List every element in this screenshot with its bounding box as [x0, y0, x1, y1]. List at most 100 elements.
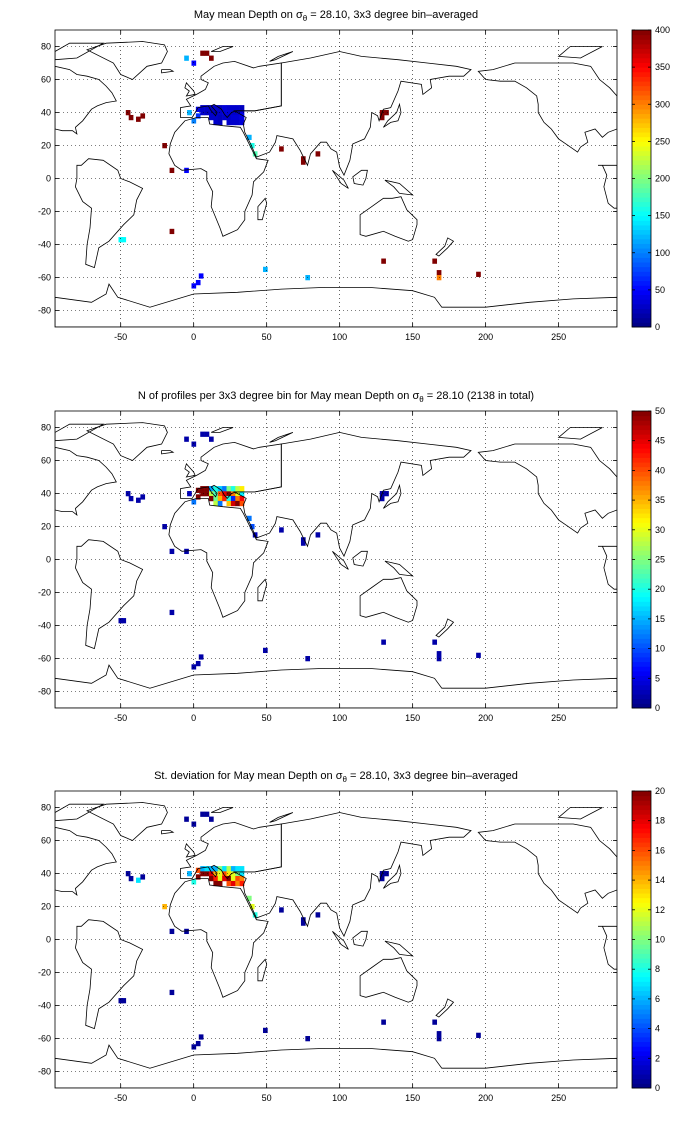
data-cell	[169, 228, 175, 235]
data-cell	[235, 119, 240, 126]
data-cell	[209, 875, 214, 882]
colorbar-step	[632, 438, 651, 444]
x-tick-label: 250	[551, 332, 566, 342]
data-cell	[204, 491, 210, 497]
colorbar-step	[632, 814, 651, 820]
colorbar-step	[632, 633, 651, 639]
colorbar-step	[632, 62, 651, 68]
y-tick-label: -40	[38, 240, 51, 250]
colorbar-step	[632, 804, 651, 811]
x-tick-label: 0	[191, 332, 196, 342]
data-cell	[226, 491, 232, 497]
colorbar-step	[632, 275, 651, 282]
y-tick-label: 20	[41, 522, 51, 532]
coastline	[352, 169, 368, 186]
data-cell	[315, 151, 321, 157]
colorbar-step	[632, 1046, 651, 1052]
colorbar-step	[632, 429, 651, 435]
colorbar-step	[632, 257, 651, 263]
colorbar-tick-label: 45	[655, 436, 665, 446]
colorbar-step	[632, 925, 651, 931]
y-tick-label: 60	[41, 836, 51, 846]
colorbar-step	[632, 643, 651, 649]
colorbar-step	[632, 489, 651, 496]
colorbar-step	[632, 615, 651, 621]
colorbar-step	[632, 638, 651, 644]
data-cell	[235, 500, 240, 507]
data-cell	[125, 871, 131, 877]
coastline	[352, 930, 368, 947]
data-cell	[204, 866, 210, 872]
y-tick-label: -60	[38, 273, 51, 283]
y-tick-label: 0	[46, 555, 51, 565]
data-cell	[239, 110, 245, 116]
data-cell	[213, 866, 219, 872]
x-tick-label: 100	[332, 332, 347, 342]
x-tick-label: 50	[262, 1093, 272, 1103]
data-cell	[263, 647, 268, 654]
data-cell	[213, 105, 219, 111]
colorbar-step	[632, 466, 651, 472]
data-cell	[235, 866, 240, 872]
coastline	[232, 51, 472, 177]
data-cell	[195, 660, 201, 667]
data-cell	[249, 524, 255, 530]
colorbar-tick-label: 40	[655, 465, 665, 475]
colorbar-tick-label: 250	[655, 136, 670, 146]
colorbar-step	[632, 675, 651, 681]
coastline	[477, 62, 617, 153]
data-cell	[235, 880, 240, 887]
chart-1: May mean Depth on σθ = 28.10, 3x3 degree…	[38, 9, 670, 342]
x-tick-label: 150	[405, 713, 420, 723]
data-cell	[209, 866, 214, 872]
colorbar-step	[632, 480, 651, 486]
colorbar-step	[632, 837, 651, 843]
colorbar-tick-label: 16	[655, 845, 665, 855]
data-cell	[184, 55, 189, 61]
colorbar-tick-label: 10	[655, 644, 665, 654]
coastline	[435, 998, 455, 1018]
colorbar-step	[632, 656, 651, 663]
colorbar-step	[632, 1018, 651, 1024]
data-cell	[249, 143, 255, 149]
data-cell	[279, 527, 284, 533]
y-tick-label: -80	[38, 1067, 51, 1077]
data-cell	[184, 548, 189, 555]
colorbar-step	[632, 173, 651, 179]
colorbar-step	[632, 1083, 651, 1089]
coastline	[168, 117, 269, 237]
data-cell	[213, 500, 219, 507]
data-cell	[432, 1019, 438, 1025]
coastline	[384, 560, 414, 577]
colorbar-step	[632, 809, 651, 815]
coastline	[557, 46, 603, 59]
data-cell	[300, 540, 306, 546]
colorbar-step	[632, 531, 651, 537]
data-cell	[230, 880, 236, 887]
data-cell	[226, 119, 232, 126]
data-cell	[239, 871, 245, 877]
colorbar-step	[632, 647, 651, 653]
colorbar-step	[632, 475, 651, 482]
data-cell	[198, 654, 204, 660]
coastline	[332, 550, 349, 570]
coastline	[332, 930, 349, 950]
colorbar-step	[632, 71, 651, 77]
colorbar-tick-label: 300	[655, 99, 670, 109]
coastline	[232, 431, 472, 558]
data-cell	[213, 114, 219, 121]
data-cell	[217, 486, 223, 492]
colorbar-tick-label: 200	[655, 174, 670, 184]
x-tick-label: -50	[114, 713, 127, 723]
coastline	[557, 807, 603, 820]
data-cell	[213, 875, 219, 882]
colorbar-step	[632, 57, 651, 63]
coastline	[269, 51, 294, 62]
data-cell	[217, 105, 223, 111]
x-tick-label: -50	[114, 1093, 127, 1103]
data-cell	[222, 871, 227, 877]
x-tick-label: 200	[478, 713, 493, 723]
data-cell	[230, 491, 236, 497]
title-text-rest: = 28.10, 3x3 degree bin–averaged	[307, 9, 478, 21]
data-cell	[384, 491, 389, 497]
